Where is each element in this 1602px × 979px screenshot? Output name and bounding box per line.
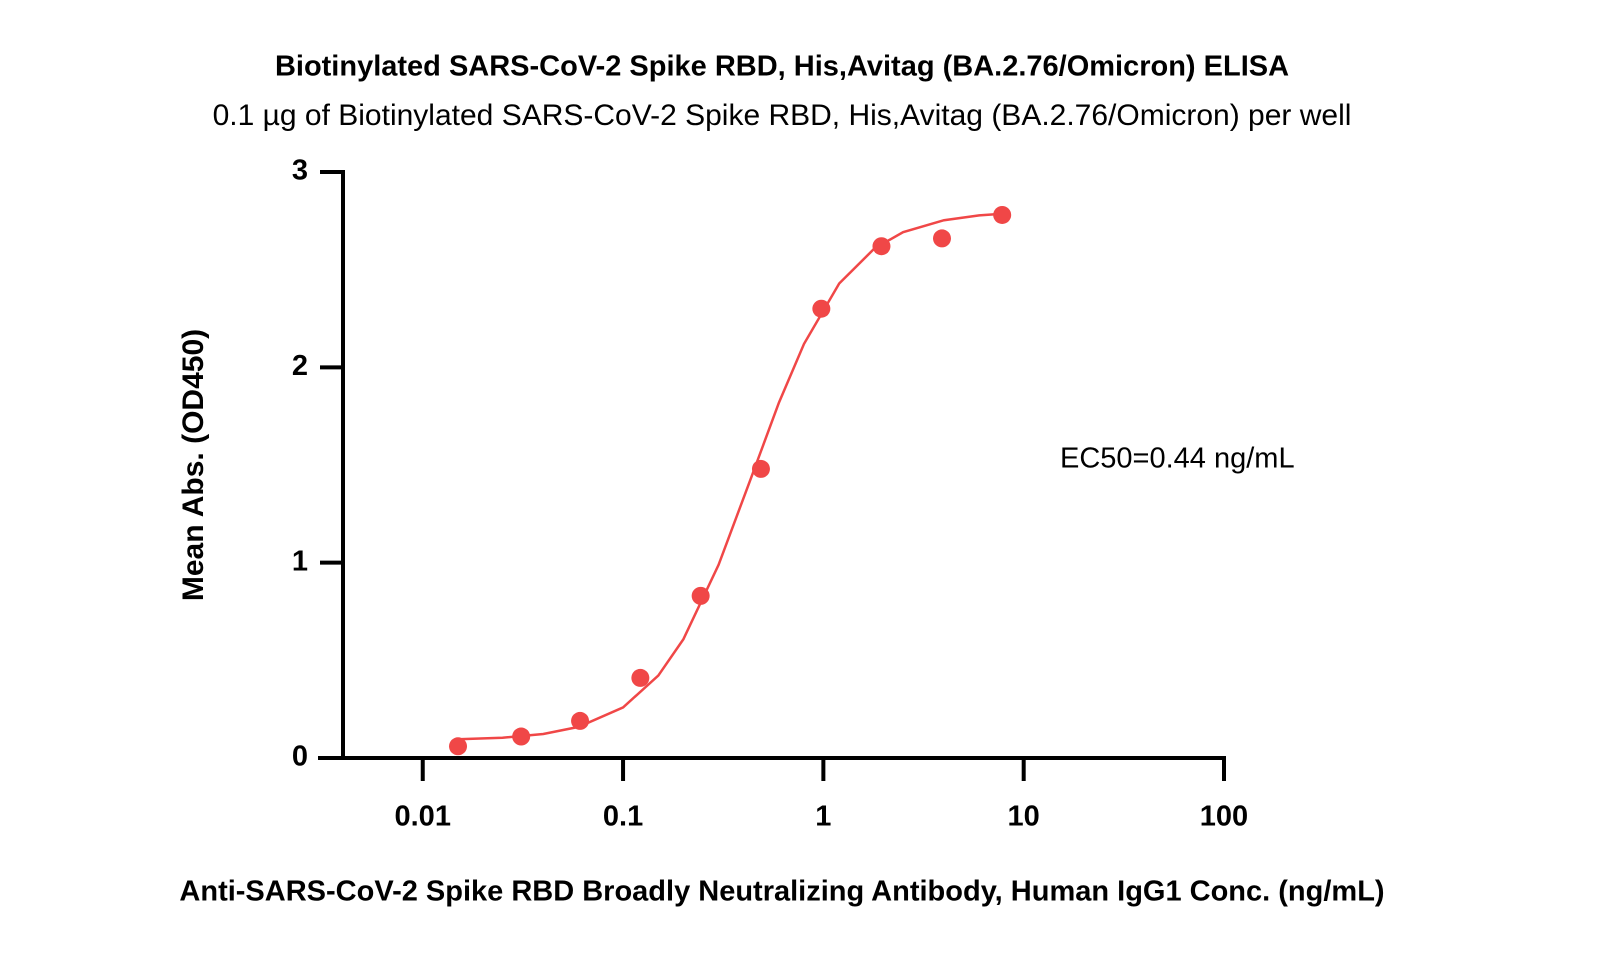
data-point: [449, 737, 468, 756]
y-tick-label: 3: [292, 155, 308, 187]
x-tick-label: 100: [1200, 801, 1248, 833]
data-point: [631, 668, 650, 687]
chart-title: Biotinylated SARS-CoV-2 Spike RBD, His,A…: [275, 51, 1289, 83]
data-point: [872, 237, 891, 256]
fit-curve: [457, 212, 1005, 741]
x-axis-label: Anti-SARS-CoV-2 Spike RBD Broadly Neutra…: [179, 876, 1384, 908]
x-tick-label: 10: [1008, 801, 1040, 833]
x-tick-label: 0.1: [603, 801, 643, 833]
y-axis-label: Mean Abs. (OD450): [177, 329, 210, 601]
y-tick-label: 2: [292, 350, 308, 382]
data-point: [932, 229, 951, 248]
data-point: [571, 711, 590, 730]
data-point: [751, 459, 770, 478]
y-tick-label: 1: [292, 545, 308, 577]
annotation: EC50=0.44 ng/mL: [1060, 443, 1295, 475]
x-tick-label: 0.01: [395, 801, 451, 833]
data-point: [691, 586, 710, 605]
data-point: [993, 205, 1012, 224]
chart-subtitle: 0.1 µg of Biotinylated SARS-CoV-2 Spike …: [213, 99, 1352, 132]
y-tick-label: 0: [292, 741, 308, 773]
data-point: [512, 727, 531, 746]
data-point: [812, 299, 831, 318]
x-tick-label: 1: [815, 801, 831, 833]
